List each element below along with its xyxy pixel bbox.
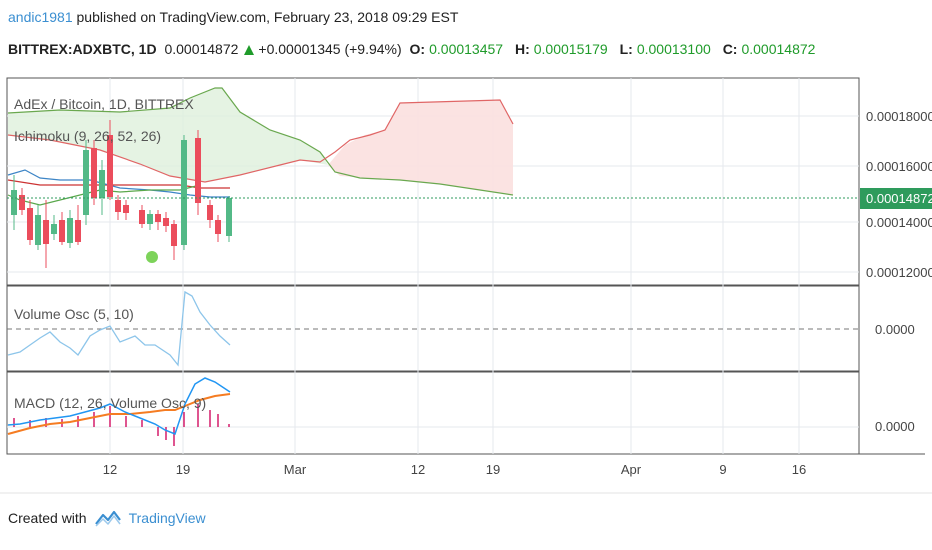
y-tick-label: 0.00012000 (866, 265, 932, 280)
ichimoku-legend[interactable]: Ichimoku (9, 26, 52, 26) (14, 128, 161, 144)
senkou-span-a-line (7, 87, 514, 196)
high-value: 0.00015179 (533, 41, 608, 57)
macd-signal-line (7, 393, 231, 435)
ichimoku-cloud-red (328, 100, 513, 195)
price-change: +0.00001345 (+9.94%) (258, 41, 402, 57)
signal-dot (146, 251, 158, 263)
macd-y-tick: 0.0000 (875, 419, 915, 434)
last-price: 0.00014872 (164, 41, 239, 57)
tradingview-logo-icon[interactable] (94, 509, 121, 527)
x-tick-label: Mar (284, 462, 307, 477)
macd-legend[interactable]: MACD (12, 26, Volume Osc, 9) (14, 395, 206, 411)
volume-osc-y-tick: 0.0000 (875, 322, 915, 337)
tradingview-link[interactable]: TradingView (128, 510, 206, 526)
low-value: 0.00013100 (636, 41, 711, 57)
close-value: 0.00014872 (741, 41, 816, 57)
price-tag (860, 188, 932, 209)
price-tag-label: 0.00014872 (866, 191, 932, 206)
y-tick-label: 0.00018000 (866, 109, 932, 124)
close-label: C: (722, 41, 738, 57)
quote-line: BITTREX:ADXBTC, 1D 0.00014872 +0.00001345… (8, 40, 823, 58)
y-tick-label: 0.00016000 (866, 159, 932, 174)
low-label: L: (619, 41, 633, 57)
macd-line (7, 377, 231, 435)
x-tick-label: 12 (103, 462, 117, 477)
open-label: O: (409, 41, 426, 57)
publish-header: andic1981 published on TradingView.com, … (8, 8, 458, 26)
x-tick-label: 9 (719, 462, 726, 477)
author-link[interactable]: andic1981 (8, 9, 73, 25)
open-value: 0.00013457 (429, 41, 504, 57)
senkou-span-b-line (7, 99, 514, 183)
y-tick-label: 0.00014000 (866, 215, 932, 230)
x-tick-label: Apr (621, 462, 642, 477)
macd-histogram (13, 404, 230, 446)
footer: Created with TradingView (8, 508, 206, 528)
publish-info: published on TradingView.com, February 2… (72, 9, 459, 25)
x-tick-label: 16 (792, 462, 806, 477)
volume-osc-line (7, 290, 231, 367)
up-arrow-icon (244, 45, 255, 55)
candles[interactable] (11, 120, 232, 268)
created-with-label: Created with (8, 510, 87, 526)
symbol-title[interactable]: AdEx / Bitcoin, 1D, BITTREX (14, 96, 194, 112)
x-tick-label: 19 (486, 462, 500, 477)
symbol-label: BITTREX:ADXBTC, 1D (8, 41, 157, 57)
x-tick-label: 12 (411, 462, 425, 477)
high-label: H: (514, 41, 530, 57)
x-tick-label: 19 (176, 462, 190, 477)
volume-osc-legend[interactable]: Volume Osc (5, 10) (14, 306, 134, 322)
